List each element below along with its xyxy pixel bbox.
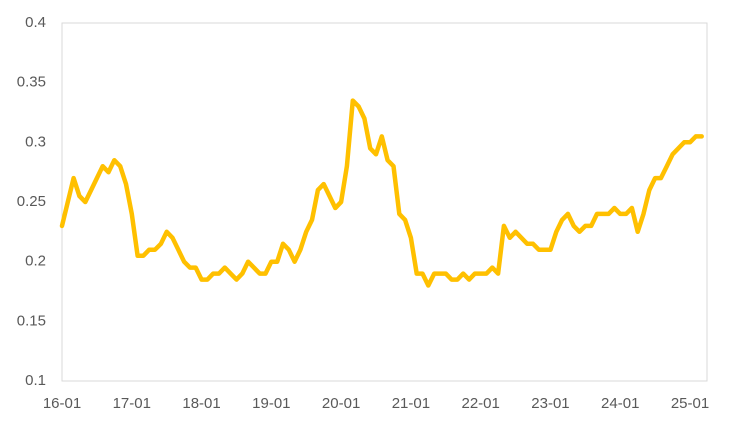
plot-frame bbox=[61, 22, 708, 382]
y-tick-label: 0.15 bbox=[17, 312, 46, 329]
x-tick-label: 22-01 bbox=[461, 395, 499, 412]
x-tick-label: 20-01 bbox=[322, 395, 360, 412]
x-tick-label: 23-01 bbox=[531, 395, 569, 412]
y-tick-label: 0.25 bbox=[17, 193, 46, 210]
x-tick-label: 21-01 bbox=[392, 395, 430, 412]
y-tick-label: 0.2 bbox=[25, 253, 46, 270]
x-tick-label: 25-01 bbox=[671, 395, 709, 412]
x-tick-label: 19-01 bbox=[252, 395, 290, 412]
x-tick-label: 24-01 bbox=[601, 395, 639, 412]
y-tick-label: 0.1 bbox=[25, 372, 46, 389]
data-line bbox=[59, 98, 704, 288]
y-tick-label: 0.4 bbox=[25, 14, 46, 31]
y-tick-label: 0.35 bbox=[17, 74, 46, 91]
x-tick-label: 17-01 bbox=[113, 395, 151, 412]
y-tick-label: 0.3 bbox=[25, 133, 46, 150]
x-tick-label: 16-01 bbox=[43, 395, 81, 412]
x-tick-label: 18-01 bbox=[182, 395, 220, 412]
